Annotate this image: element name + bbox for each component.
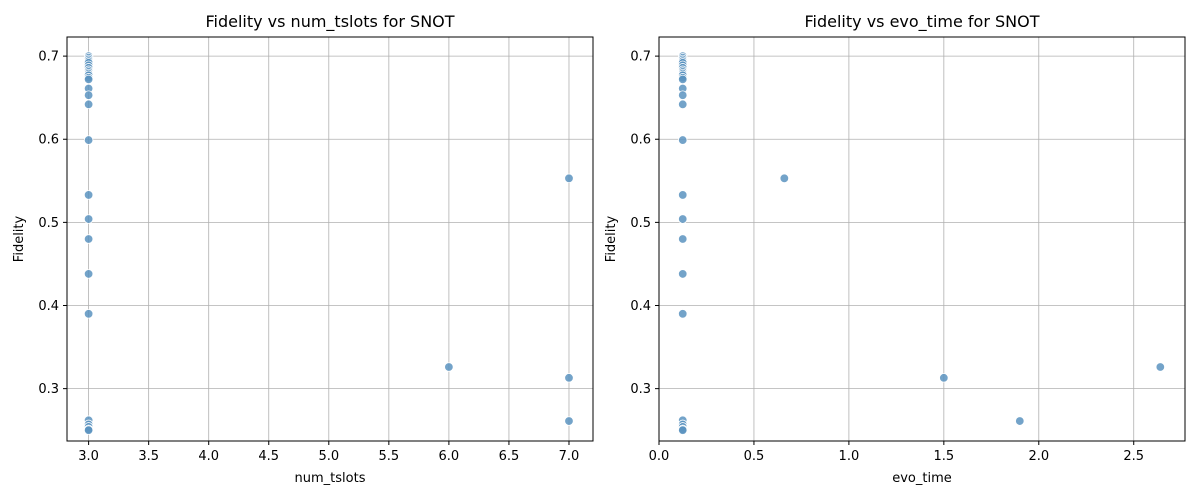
scatter-point <box>564 416 574 426</box>
scatter-point <box>678 90 688 100</box>
scatter-point <box>83 90 94 100</box>
x-tick-label: 7.0 <box>559 449 580 464</box>
scatter-point <box>678 99 688 110</box>
grid-lines <box>67 37 593 441</box>
x-tick-label: 5.5 <box>379 449 400 464</box>
scatter-point <box>1155 362 1166 372</box>
x-tick-label: 4.5 <box>258 449 279 464</box>
x-tick-label: 5.0 <box>318 449 339 464</box>
scatter-point <box>83 309 94 319</box>
y-tick-label: 0.6 <box>630 133 651 148</box>
scatter-point <box>83 214 94 224</box>
x-axis-label: num_tslots <box>295 471 366 486</box>
y-tick-label: 0.7 <box>38 50 59 65</box>
scatter-point <box>939 373 949 383</box>
y-tick-label: 0.6 <box>38 133 59 148</box>
scatter-point <box>564 373 574 383</box>
x-tick-label: 1.0 <box>839 449 860 464</box>
y-tick-label: 0.7 <box>630 50 651 65</box>
x-tick-label: 2.0 <box>1028 449 1049 464</box>
x-tick-label: 4.0 <box>198 449 219 464</box>
plot-fidelity-vs-evo-time: 0.0 0.5 1.0 1.5 2.0 2.5 0.3 0.4 0.5 0.6 0.7 Fideli… <box>604 12 1186 486</box>
scatter-point <box>83 99 94 110</box>
x-axis-label: evo_time <box>892 471 952 486</box>
chart-title: Fidelity vs num_tslots for SNOT <box>205 12 454 32</box>
scatter-point <box>83 269 94 279</box>
scatter-point <box>678 74 688 85</box>
x-tick-label: 1.5 <box>933 449 954 464</box>
scatter-point <box>678 309 688 319</box>
y-axis-label: Fidelity <box>604 215 619 262</box>
scatter-point <box>444 362 454 372</box>
scatter-point <box>678 269 688 279</box>
axes-frame <box>658 36 1186 442</box>
x-tick-label: 3.0 <box>78 449 99 464</box>
scatter-point <box>678 425 688 435</box>
y-tick-label: 0.3 <box>38 382 59 397</box>
scatter-point <box>678 214 688 224</box>
axes-frame <box>66 36 594 442</box>
scatter-point <box>1015 416 1025 426</box>
scatter-points <box>678 51 1166 435</box>
x-tick-label: 0.5 <box>744 449 765 464</box>
scatter-point <box>678 234 688 244</box>
x-tick-label: 0.0 <box>649 449 670 464</box>
scatter-points <box>83 51 574 435</box>
x-tick-label: 2.5 <box>1123 449 1144 464</box>
scatter-point <box>83 135 94 145</box>
scatter-point <box>83 234 94 244</box>
y-tick-label: 0.5 <box>630 216 651 231</box>
y-tick-label: 0.4 <box>38 299 59 314</box>
plot-fidelity-vs-num-tslots: 3.0 3.5 4.0 4.5 5.0 5.5 6.0 6.5 7.0 0.3 0.4 0.5 0.6 0… <box>12 12 594 486</box>
scatter-point <box>83 190 94 200</box>
y-tick-label: 0.5 <box>38 216 59 231</box>
scatter-point <box>779 173 790 184</box>
x-tick-label: 6.0 <box>439 449 460 464</box>
chart-title: Fidelity vs evo_time for SNOT <box>804 12 1039 32</box>
axis-ticks: 0.0 0.5 1.0 1.5 2.0 2.5 0.3 0.4 0.5 0.6 0.7 <box>630 50 1144 464</box>
y-tick-label: 0.4 <box>630 299 651 314</box>
scatter-point <box>564 173 574 184</box>
y-tick-label: 0.3 <box>630 382 651 397</box>
y-axis-label: Fidelity <box>12 215 27 262</box>
scatter-point <box>83 425 94 435</box>
x-tick-label: 6.5 <box>499 449 520 464</box>
scatter-point <box>678 190 688 200</box>
scatter-point <box>678 135 688 145</box>
scatter-point <box>83 74 94 85</box>
axis-ticks: 3.0 3.5 4.0 4.5 5.0 5.5 6.0 6.5 7.0 0.3 0.4 0.5 0.6 0… <box>38 50 579 464</box>
x-tick-label: 3.5 <box>138 449 159 464</box>
